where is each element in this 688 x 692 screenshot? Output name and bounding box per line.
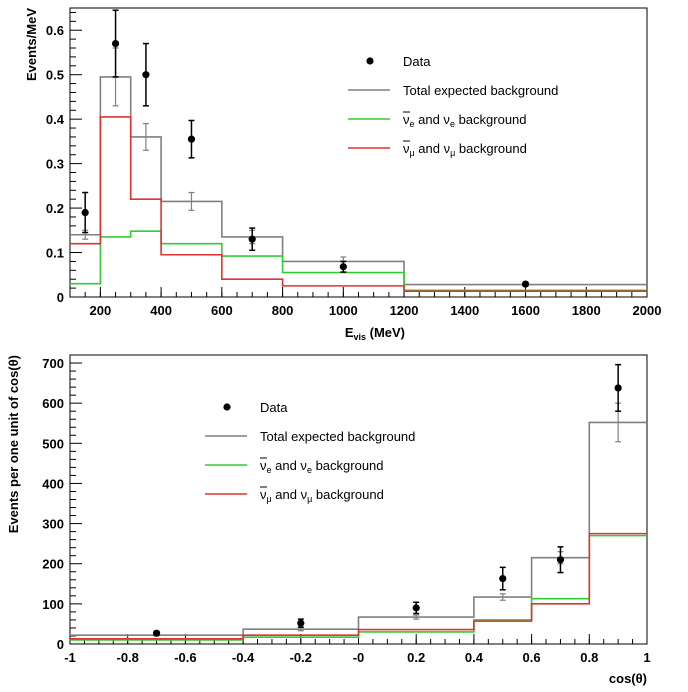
bottom-panel: 0 100 200 300 400 500 600 700 -1 -0.8 -0.6 -0.4 -0.2… [6,354,651,686]
x-tick-label: 2000 [633,303,662,318]
y-tick-label: 700 [42,356,64,371]
y-tick-label: 100 [42,597,64,612]
legend-tail: background [312,458,384,473]
x-tick-label: 1600 [511,303,540,318]
y-tick-label: 0.3 [46,157,64,172]
series-line-0 [70,76,647,286]
legend-label-2: νe and νe background [403,112,527,129]
y-tick-label: 300 [42,517,64,532]
legend-label-0: Data [403,54,431,69]
top-panel: 0 0.1 0.2 0.3 0.4 0.5 0.6 200 400 600 800 1000 1200 1… [24,7,662,342]
legend-marker-data [223,403,231,411]
data-point [614,384,622,392]
x-tick-label: 0.2 [407,650,425,665]
legend-mid: and ν [272,487,307,502]
legend-tail: background [455,112,527,127]
legend-sub: e [450,119,455,129]
x-tick-label: 1200 [390,303,419,318]
x-tick-label: 600 [211,303,233,318]
y-tick-label: 600 [42,396,64,411]
x-tick-label: -0.2 [290,650,312,665]
data-point [412,604,420,612]
legend-mid: and ν [272,458,307,473]
data-point [187,135,196,143]
data-point [556,556,565,564]
legend-sub: μ [410,148,415,158]
x-tick-label: 1000 [329,303,358,318]
x-tick-label: -0 [353,650,365,665]
legend-tail: background [312,487,384,502]
series-line-2 [70,532,647,640]
x-tick-label: 1800 [572,303,601,318]
x-axis-title: cos(θ) [609,671,647,686]
legend-sub: e [267,465,272,475]
x-tick-label: 200 [90,303,112,318]
legend-sub: μ [450,148,455,158]
legend-label-1: Total expected background [260,429,415,444]
legend-mid: and ν [415,112,450,127]
y-tick-label: 0 [57,637,64,652]
plot-frame [69,7,648,298]
data-point [248,235,256,243]
y-tick-label: 0.6 [46,23,64,38]
legend-nu-bar: ν [403,141,410,156]
y-tick-label: 500 [42,436,64,451]
legend-nu-bar: ν [260,487,267,502]
y-tick-label: 0 [57,290,64,305]
x-tick-label: -1 [64,650,76,665]
y-tick-label: 400 [42,476,64,491]
legend-marker-data [366,57,374,65]
x-axis-title-main: E [345,325,354,340]
series-line-2 [70,116,647,293]
legend-sub: e [410,119,415,129]
legend-sub: μ [267,494,272,504]
legend-label-3: νμ and νμ background [260,487,384,504]
legend-label-1: Total expected background [403,83,558,98]
x-tick-label: -0.6 [174,650,196,665]
data-point [521,280,530,288]
data-point [297,619,305,627]
series-line-1 [70,230,647,292]
x-axis-title-rest: (MeV) [366,325,405,340]
y-axis-title: Events per one unit of cos(θ) [6,355,21,533]
x-axis-title: Evis (MeV) [345,325,405,342]
x-tick-label: 800 [272,303,294,318]
y-tick-label: 200 [42,557,64,572]
y-tick-label: 0.4 [46,112,65,127]
x-axis-title-sub: vis [353,332,366,342]
y-tick-label: 0.2 [46,201,64,216]
y-tick-label: 0.5 [46,68,64,83]
x-tick-label: 0.6 [523,650,541,665]
legend-label-0: Data [260,400,288,415]
legend-nu-bar: ν [403,112,410,127]
x-tick-label: 1400 [450,303,479,318]
data-point [111,39,120,48]
data-point [142,71,150,79]
legend-sub: e [307,465,312,475]
data-point [152,629,161,637]
legend-sub: μ [307,494,312,504]
legend-tail: background [455,141,527,156]
x-tick-label: 400 [150,303,172,318]
data-point [81,208,89,217]
legend-label-2: νe and νe background [260,458,384,475]
x-tick-label: 0.4 [465,650,484,665]
y-tick-label: 0.1 [46,246,64,261]
x-tick-label: -0.8 [116,650,138,665]
x-tick-label: 1 [643,650,650,665]
y-axis-title: Events/MeV [24,8,39,81]
x-tick-label: 0.8 [580,650,598,665]
legend-label-3: νμ and νμ background [403,141,527,158]
data-point [499,574,507,583]
legend-mid: and ν [415,141,450,156]
legend-nu-bar: ν [260,458,267,473]
x-tick-label: -0.4 [232,650,255,665]
data-point [339,263,347,271]
